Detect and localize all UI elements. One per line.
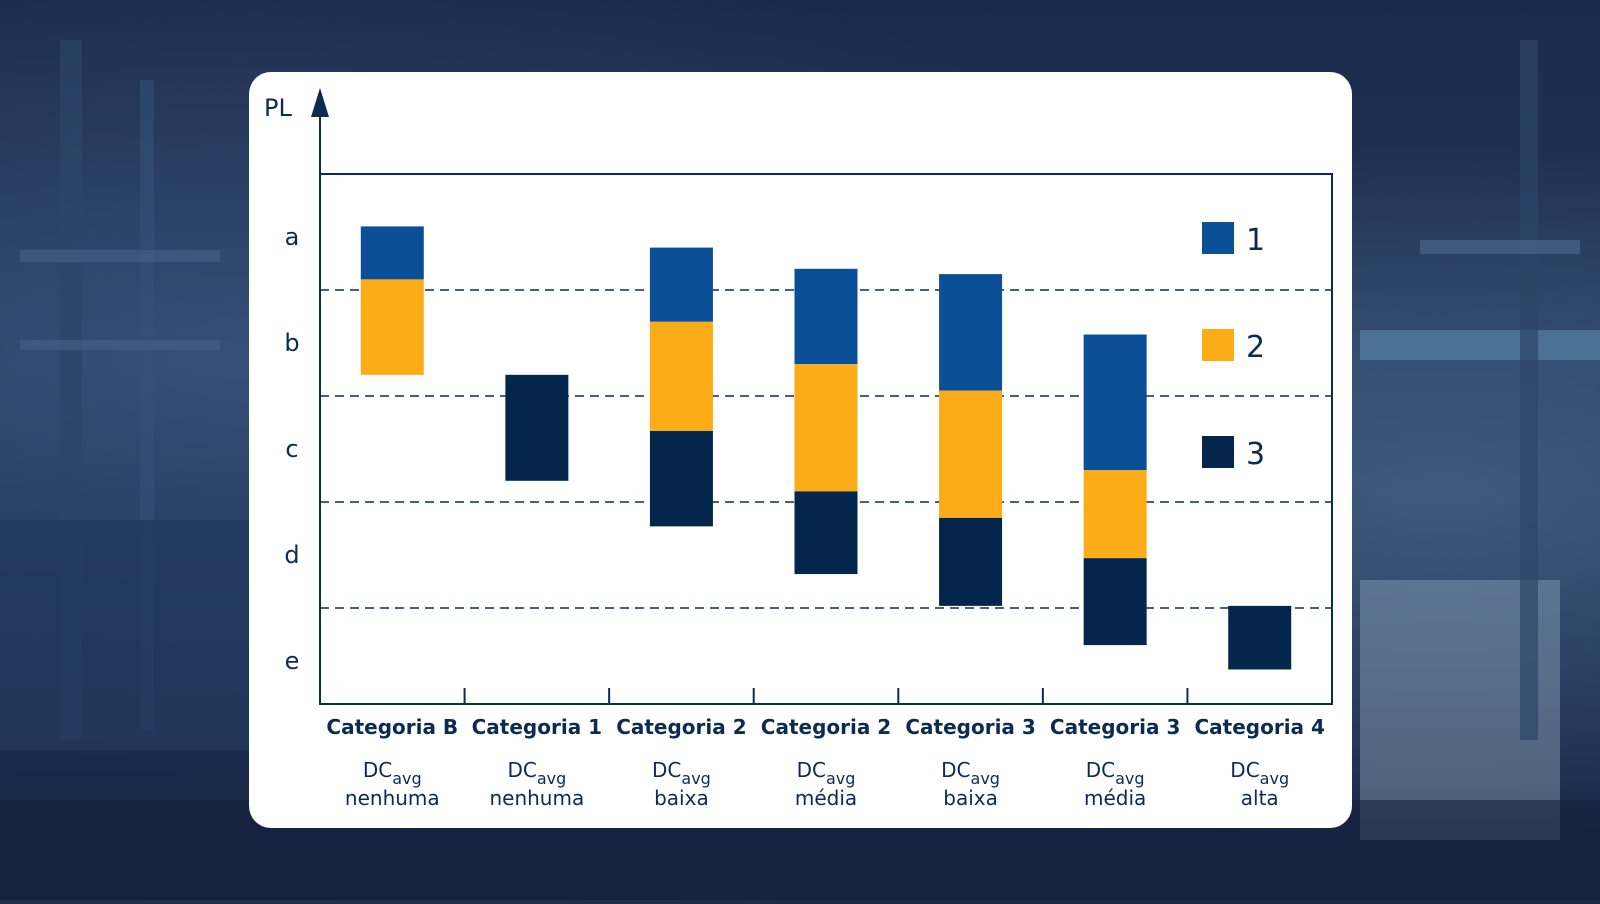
y-axis-arrow-icon — [311, 88, 329, 117]
legend-label-2: 2 — [1246, 330, 1265, 365]
y-tick-labels: a b c d e — [284, 223, 299, 675]
bar-group-4 — [794, 268, 858, 575]
category-dc-7: DCavg — [1230, 758, 1289, 788]
bar-group-7 — [1228, 605, 1292, 670]
bar-5-segment-series-2 — [939, 390, 1003, 518]
category-dc-2: DCavg — [507, 758, 566, 788]
dc-subscript: avg — [392, 769, 421, 788]
category-dc-level-3: baixa — [654, 786, 709, 810]
category-name-5: Categoria 3 — [905, 715, 1035, 739]
bar-3-segment-series-3 — [649, 430, 713, 527]
bar-2-segment-series-3 — [505, 374, 569, 481]
bar-6-segment-series-1 — [1083, 334, 1147, 471]
dc-prefix: DC — [941, 758, 970, 782]
bar-6-segment-series-2 — [1083, 470, 1147, 559]
category-dc-level-6: média — [1084, 786, 1146, 810]
category-name-7: Categoria 4 — [1194, 715, 1324, 739]
category-dc-level-7: alta — [1241, 786, 1279, 810]
category-dc-level-1: nenhuma — [345, 786, 440, 810]
bar-4-segment-series-3 — [794, 491, 858, 575]
legend-swatch-2 — [1202, 329, 1234, 361]
dc-subscript: avg — [1115, 769, 1144, 788]
legend: 1 2 3 — [1202, 222, 1265, 472]
y-level-label-b: b — [284, 329, 299, 357]
category-dc-5: DCavg — [941, 758, 1000, 788]
bar-4-segment-series-1 — [794, 268, 858, 365]
category-dc-level-5: baixa — [943, 786, 998, 810]
dc-subscript: avg — [537, 769, 566, 788]
dc-prefix: DC — [507, 758, 536, 782]
bar-1-segment-series-2 — [360, 279, 424, 375]
y-level-label-a: a — [285, 223, 300, 251]
bar-group-3 — [649, 247, 713, 527]
dc-subscript: avg — [826, 769, 855, 788]
category-dc-1: DCavg — [363, 758, 422, 788]
category-dc-level-2: nenhuma — [489, 786, 584, 810]
category-dc-level-4: média — [795, 786, 857, 810]
bar-group-6 — [1083, 334, 1147, 646]
category-name-3: Categoria 2 — [616, 715, 746, 739]
dc-prefix: DC — [652, 758, 681, 782]
y-level-label-e: e — [285, 647, 300, 675]
dc-prefix: DC — [1086, 758, 1115, 782]
dc-subscript: avg — [971, 769, 1000, 788]
bar-3-segment-series-1 — [649, 247, 713, 322]
dc-prefix: DC — [1230, 758, 1259, 782]
category-dc-4: DCavg — [797, 758, 856, 788]
category-dc-6: DCavg — [1086, 758, 1145, 788]
bar-group-5 — [939, 274, 1003, 606]
category-name-6: Categoria 3 — [1050, 715, 1180, 739]
bar-3-segment-series-2 — [649, 321, 713, 431]
x-ticks — [463, 688, 1189, 704]
y-axis-label: PL — [264, 94, 292, 122]
bar-group-1 — [360, 226, 424, 375]
bar-7-segment-series-3 — [1228, 605, 1292, 670]
y-level-label-d: d — [284, 541, 299, 569]
legend-label-1: 1 — [1246, 223, 1265, 258]
bar-1-segment-series-1 — [360, 226, 424, 280]
bar-6-segment-series-3 — [1083, 558, 1147, 646]
bar-4-segment-series-2 — [794, 364, 858, 492]
dc-prefix: DC — [363, 758, 392, 782]
dc-subscript: avg — [1260, 769, 1289, 788]
category-name-4: Categoria 2 — [761, 715, 891, 739]
dc-subscript: avg — [681, 769, 710, 788]
bars — [360, 226, 1292, 670]
legend-swatch-1 — [1202, 222, 1234, 254]
category-dc-3: DCavg — [652, 758, 711, 788]
bar-5-segment-series-1 — [939, 274, 1003, 391]
bar-5-segment-series-3 — [939, 517, 1003, 606]
legend-swatch-3 — [1202, 436, 1234, 468]
grid-lines — [320, 289, 1332, 609]
plot-frame — [319, 173, 1333, 705]
dc-prefix: DC — [797, 758, 826, 782]
category-name-2: Categoria 1 — [472, 715, 602, 739]
bar-group-2 — [505, 374, 569, 481]
legend-label-3: 3 — [1246, 437, 1265, 472]
category-name-1: Categoria B — [326, 715, 458, 739]
y-level-label-c: c — [285, 435, 298, 463]
